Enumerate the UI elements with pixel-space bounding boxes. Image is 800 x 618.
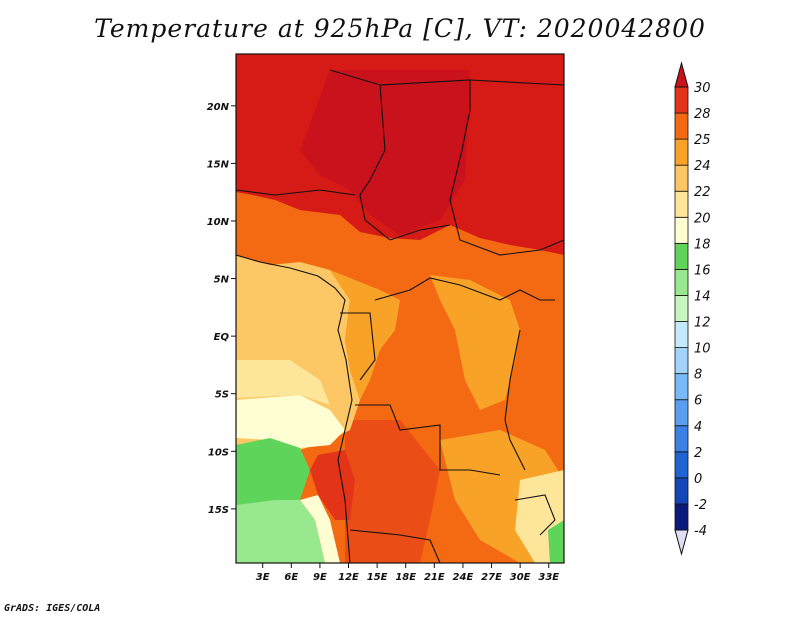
- colorbar-label: 2: [694, 446, 702, 461]
- border-line-7: [340, 312, 376, 381]
- colorbar-label: 28: [694, 107, 711, 122]
- y-tick-label: 10N: [207, 217, 230, 228]
- border-line-1: [329, 69, 471, 110]
- field-region-14-ocean: [236, 500, 325, 563]
- border-line-10: [504, 329, 526, 471]
- colorbar-swatch: [674, 138, 689, 166]
- x-tick-label: 3E: [256, 572, 270, 583]
- colorbar-label: 4: [694, 420, 702, 435]
- border-line-2: [359, 84, 391, 241]
- colorbar-label: 6: [694, 394, 702, 409]
- colorbar-label: 18: [694, 237, 711, 252]
- field-region-30-north-deep: [300, 70, 470, 235]
- colorbar-swatch: [674, 242, 689, 270]
- x-tick-label: 15E: [367, 572, 388, 583]
- colorbar-swatch: [674, 425, 689, 453]
- colorbar-label: 12: [694, 316, 711, 331]
- colorbar-label: 22: [694, 185, 711, 200]
- x-tick-label: 21E: [424, 572, 445, 583]
- colorbar-label: 30: [694, 81, 711, 96]
- field-region-25-angola-coast: [310, 450, 355, 520]
- colorbar-swatch: [674, 295, 689, 322]
- x-tick-label: 6E: [284, 572, 298, 583]
- colorbar-swatch: [674, 347, 689, 375]
- field-region-20-benguela: [300, 495, 340, 563]
- colorbar-swatch: [674, 477, 689, 505]
- colorbar-extend-min: [674, 529, 689, 556]
- map-frame: [235, 53, 565, 564]
- colorbar-label: 8: [694, 368, 702, 383]
- border-line-5: [389, 224, 451, 241]
- x-tick-label: 27E: [481, 572, 502, 583]
- border-line-11: [469, 79, 564, 86]
- colorbar-label: 20: [694, 211, 711, 226]
- border-line-8: [355, 404, 501, 476]
- colorbar-swatch: [674, 503, 689, 531]
- x-tick-label: 33E: [538, 572, 559, 583]
- colorbar-label: 10: [694, 342, 711, 357]
- colorbar-swatch: [674, 190, 689, 218]
- field-region-16-lake: [548, 520, 564, 563]
- y-tick-label: 10S: [208, 447, 229, 458]
- colorbar-extend-max: [674, 61, 689, 88]
- border-line-9: [349, 529, 441, 563]
- border-line-4: [236, 189, 356, 196]
- border-line-12: [514, 494, 556, 536]
- colorbar-label: 16: [694, 263, 711, 278]
- colorbar-swatch: [674, 86, 689, 114]
- field-region-22-ocean: [236, 360, 330, 405]
- y-axis: 20N 15N 10N 5N EQ 5S 10S 15S: [207, 102, 236, 516]
- border-line-3: [449, 109, 564, 256]
- grads-credit: GrADS: IGES/COLA: [4, 603, 101, 614]
- colorbar-label: -2: [694, 498, 707, 513]
- field-region-16-ocean: [236, 438, 310, 510]
- field-region-25-interior: [330, 270, 400, 400]
- colorbar-swatch: [674, 112, 689, 140]
- x-tick-label: 12E: [338, 572, 359, 583]
- field-region-25-east: [430, 275, 520, 410]
- y-tick-label: 15N: [207, 159, 230, 170]
- x-axis: 3E 6E 9E 12E 15E 18E 21E 24E 27E 30E 33E: [256, 563, 559, 583]
- colorbar-label: -4: [694, 524, 707, 539]
- colorbar-swatch: [674, 373, 689, 401]
- coastline-west-africa: [236, 254, 353, 563]
- x-tick-label: 9E: [313, 572, 327, 583]
- y-tick-label: EQ: [214, 332, 230, 343]
- colorbar-swatch: [674, 321, 689, 348]
- colorbar-label: 0: [694, 472, 702, 487]
- colorbar-swatch: [674, 269, 689, 296]
- colorbar-swatch: [674, 399, 689, 427]
- colorbar-swatch: [674, 216, 689, 244]
- colorbar-label: 24: [694, 159, 711, 174]
- colorbar-swatch: [674, 164, 689, 192]
- y-tick-label: 15S: [208, 505, 229, 516]
- temperature-map: [236, 54, 564, 563]
- x-tick-label: 18E: [395, 572, 416, 583]
- colorbar-label: 14: [694, 289, 711, 304]
- y-tick-label: 5N: [214, 275, 230, 286]
- field-region-20-ocean: [236, 395, 345, 448]
- colorbar-swatch: [674, 451, 689, 479]
- y-tick-label: 20N: [207, 102, 230, 113]
- chart-title: Temperature at 925hPa [C], VT: 202004280…: [94, 14, 706, 43]
- x-tick-label: 30E: [510, 572, 531, 583]
- field-region-southern-plateau: [345, 420, 440, 563]
- border-line-6: [374, 277, 555, 301]
- x-tick-label: 24E: [453, 572, 474, 583]
- colorbar-label: 25: [694, 133, 711, 148]
- y-tick-label: 5S: [215, 390, 229, 401]
